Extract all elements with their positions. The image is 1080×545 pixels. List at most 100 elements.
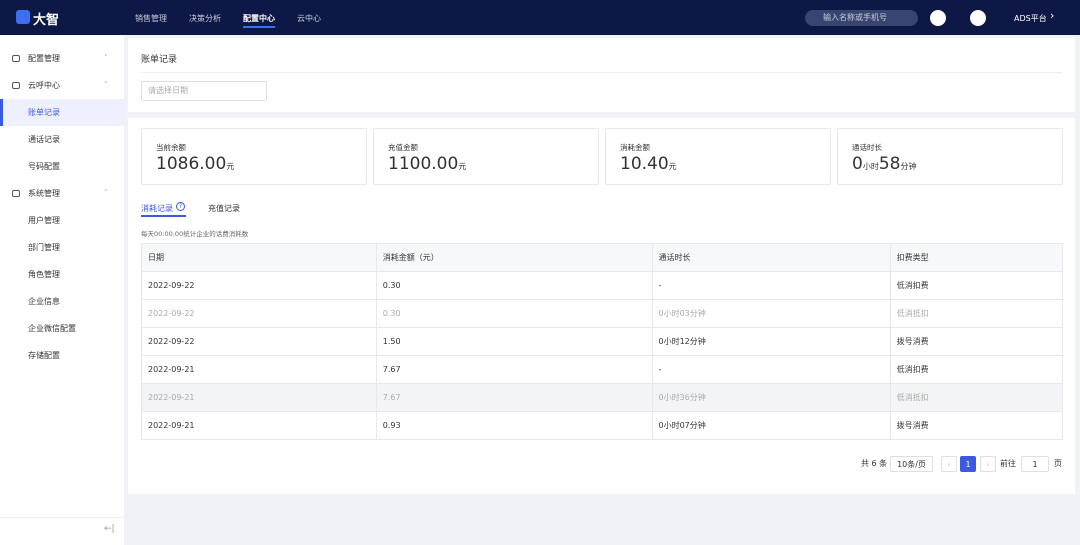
menu-item[interactable]: 通话记录 — [28, 135, 60, 144]
menu-arrow: ˅ — [104, 54, 108, 62]
menu-item[interactable]: 企业信息 — [28, 297, 60, 306]
table-cell: 0小时12分钟 — [651, 327, 891, 356]
table-cell: 低消扣费 — [889, 271, 1064, 300]
menu-group[interactable]: 云呼中心 — [28, 81, 60, 90]
table-cell: 0.93 — [375, 411, 653, 440]
stat-unit: 元 — [458, 162, 467, 171]
table-row: 2022-09-21 7.67 0小时36分钟 低消抵扣 — [141, 383, 1064, 412]
menu-icon — [12, 55, 20, 62]
tab-underline — [141, 215, 186, 217]
divider — [0, 517, 124, 518]
menu-group[interactable]: 配置管理 — [28, 54, 60, 63]
stat-unit: 元 — [668, 162, 677, 171]
prev-button[interactable]: ‹ — [941, 456, 957, 472]
tab[interactable]: 充值记录 — [208, 204, 240, 213]
menu-icon — [12, 190, 20, 197]
table-cell: 低消扣费 — [889, 355, 1064, 384]
sidebar: ←| 配置管理 ˅ 云呼中心 ˄ 账单记录通话记录号码配置系统管理 ˄ 用户管理部门管理角色… — [0, 35, 124, 545]
table-cell: 2022-09-21 — [141, 411, 377, 440]
chevron[interactable]: › — [1050, 9, 1055, 22]
stat-card: 消耗金额 10.40元 — [605, 128, 831, 185]
menu-item[interactable]: 企业微信配置 — [28, 324, 76, 333]
table-cell: 0小时03分钟 — [651, 299, 891, 328]
menu-arrow: ˄ — [104, 81, 108, 89]
table-cell: 2022-09-21 — [141, 383, 377, 412]
nav-underline — [243, 26, 275, 28]
menu-item[interactable]: 存储配置 — [28, 351, 60, 360]
table-cell: - — [651, 355, 891, 384]
stat-number: 1086.00 — [156, 154, 227, 174]
date-picker[interactable]: 请选择日期 — [141, 81, 267, 101]
column-header: 日期 — [141, 243, 377, 272]
nav-item[interactable]: 销售管理 — [135, 14, 167, 23]
page-title: 账单记录 — [141, 55, 178, 65]
next-button[interactable]: › — [980, 456, 996, 472]
page-size[interactable]: 10条/页 — [890, 456, 933, 472]
logo: 大智 — [33, 13, 60, 28]
nav-item[interactable]: 云中心 — [297, 14, 321, 23]
tab[interactable]: 消耗记录 — [141, 204, 173, 213]
help-icon[interactable]: ? — [176, 202, 185, 211]
table-cell: 低消抵扣 — [889, 299, 1064, 328]
table-row: 2022-09-21 7.67- 低消扣费 — [141, 355, 1064, 384]
stat-unit: 分钟 — [900, 162, 917, 171]
user-icon[interactable] — [970, 10, 986, 26]
menu-item[interactable]: 部门管理 — [28, 243, 60, 252]
nav-item[interactable]: 决策分析 — [189, 14, 221, 23]
menu-arrow: ˄ — [104, 189, 108, 197]
table-row: 2022-09-22 0.30- 低消扣费 — [141, 271, 1064, 300]
collapse-button[interactable]: ←| — [104, 524, 115, 534]
menu-icon — [12, 82, 20, 89]
pagination-total: 共 6 条 — [861, 459, 888, 468]
menu-item[interactable]: 账单记录 — [0, 99, 124, 126]
table-row: 2022-09-22 0.30 0小时03分钟 低消抵扣 — [141, 299, 1064, 328]
filter-card: 账单记录 请选择日期 — [128, 38, 1075, 112]
nav-item[interactable]: 配置中心 — [243, 14, 275, 23]
stat-card: 充值金额 1100.00元 — [373, 128, 599, 185]
table-cell: - — [651, 271, 891, 300]
table-cell: 1.50 — [375, 327, 653, 356]
table-header-row: 日期 消耗金额（元） 通话时长 扣费类型 — [141, 243, 1064, 272]
stat-value: 1086.00元 — [156, 154, 234, 174]
table-cell: 7.67 — [375, 355, 653, 384]
table-row: 2022-09-22 1.50 0小时12分钟 拨号消费 — [141, 327, 1064, 356]
stat-value: 1100.00元 — [388, 154, 466, 174]
page-unit: 页 — [1054, 459, 1062, 468]
table-cell: 2022-09-22 — [141, 271, 377, 300]
stat-number: 0 — [852, 154, 863, 174]
table-cell: 0.30 — [375, 271, 653, 300]
platform-switch[interactable]: ADS平台 — [1014, 14, 1047, 23]
stat-card: 通话时长 0小时58分钟 — [837, 128, 1063, 185]
stat-card: 当前余额 1086.00元 — [141, 128, 367, 185]
stat-unit: 小时 — [862, 162, 879, 171]
table-cell: 拨号消费 — [889, 327, 1064, 356]
note: 每天00:00:00统计企业的话费消耗数 — [141, 230, 249, 238]
table-cell: 2022-09-21 — [141, 355, 377, 384]
table-cell: 0小时36分钟 — [651, 383, 891, 412]
page-current[interactable]: 1 — [960, 456, 976, 472]
menu-item[interactable]: 用户管理 — [28, 216, 60, 225]
bell-icon[interactable] — [930, 10, 946, 26]
stat-unit: 元 — [226, 162, 235, 171]
stat-label: 充值金额 — [388, 143, 418, 152]
stat-label: 当前余额 — [156, 143, 186, 152]
menu-item[interactable]: 号码配置 — [28, 162, 60, 171]
table-cell: 低消抵扣 — [889, 383, 1064, 412]
content-card: 当前余额 1086.00元 充值金额 1100.00元 消耗金额 10.40元 通话时长 0小… — [128, 118, 1075, 494]
table-cell: 7.67 — [375, 383, 653, 412]
stat-number: 10.40 — [620, 154, 669, 174]
stat-number: 1100.00 — [388, 154, 459, 174]
table-cell: 0.30 — [375, 299, 653, 328]
column-header: 通话时长 — [651, 243, 891, 272]
goto-input[interactable]: 1 — [1021, 456, 1049, 472]
stat-label: 通话时长 — [852, 143, 882, 152]
menu-group[interactable]: 系统管理 — [28, 189, 60, 198]
stat-label: 消耗金额 — [620, 143, 650, 152]
table-cell: 2022-09-22 — [141, 299, 377, 328]
table-cell: 拨号消费 — [889, 411, 1064, 440]
stat-value: 10.40元 — [620, 154, 677, 174]
records-table: 日期 消耗金额（元） 通话时长 扣费类型 2022-09-22 0.30- 低消扣费 2022… — [141, 243, 1064, 440]
search-box[interactable]: 输入名称或手机号 — [805, 10, 918, 26]
menu-item[interactable]: 角色管理 — [28, 270, 60, 279]
